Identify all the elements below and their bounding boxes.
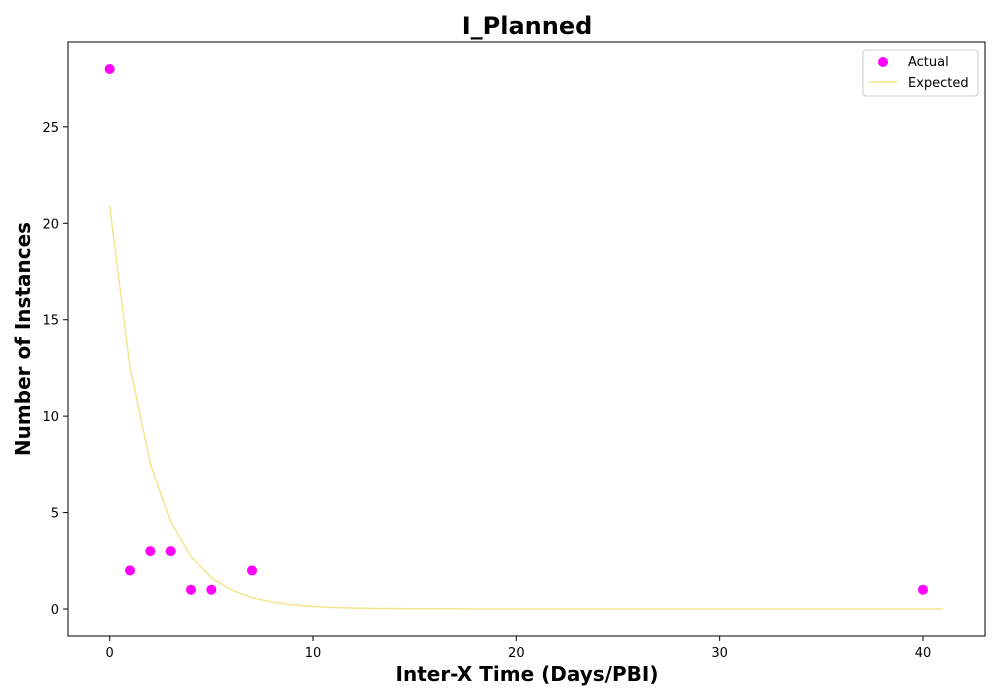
y-tick-label: 20 <box>42 217 59 232</box>
actual-point-7 <box>917 584 928 595</box>
x-tick-label: 0 <box>106 646 114 661</box>
expected-line <box>108 205 944 610</box>
x-tick-label: 10 <box>305 646 322 661</box>
actual-point-6 <box>247 565 258 576</box>
plot-area <box>104 64 944 610</box>
y-tick-label: 10 <box>42 410 59 425</box>
actual-point-1 <box>125 565 136 576</box>
actual-point-5 <box>206 584 217 595</box>
y-tick-label: 5 <box>51 507 59 522</box>
x-axis-label: Inter-X Time (Days/PBI) <box>396 662 659 686</box>
y-axis-label: Number of Instances <box>11 222 35 456</box>
y-axis-ticks: 0 5 10 15 20 25 <box>42 121 68 618</box>
legend-label-actual: Actual <box>908 55 949 70</box>
legend-frame <box>862 49 979 97</box>
x-tick-label: 20 <box>508 646 525 661</box>
actual-point-2 <box>145 546 156 557</box>
actual-point-0 <box>104 64 115 74</box>
y-tick-label: 15 <box>42 314 59 329</box>
legend-label-expected: Expected <box>908 76 969 91</box>
x-tick-label: 40 <box>915 646 932 661</box>
plot-frame <box>67 41 986 637</box>
chart-title: I_Planned <box>462 12 593 40</box>
legend-marker-actual <box>878 57 888 67</box>
y-tick-label: 25 <box>42 121 59 136</box>
y-tick-label: 0 <box>51 603 59 618</box>
x-tick-label: 30 <box>711 646 728 661</box>
legend: Actual Expected <box>862 49 979 97</box>
actual-point-3 <box>165 546 176 557</box>
actual-point-4 <box>186 584 197 595</box>
x-axis-ticks: 0 10 20 30 40 <box>106 636 932 661</box>
